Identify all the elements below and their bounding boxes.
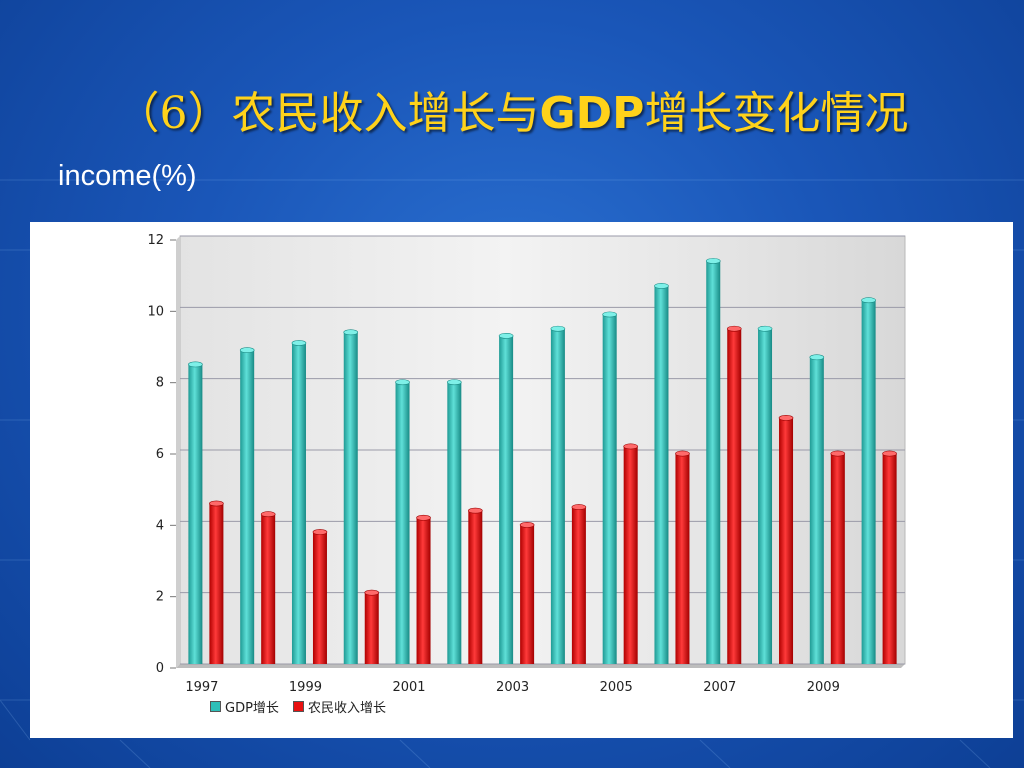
bar-income-2002 xyxy=(468,510,483,664)
bar-gdp-2001 xyxy=(395,382,410,664)
bar-top-gdp-1997 xyxy=(188,361,203,368)
bar-income-2001 xyxy=(416,517,431,664)
bar-top-gdp-2010 xyxy=(861,297,876,304)
y-tick-label: 4 xyxy=(156,518,164,533)
chart-panel: 0 2 4 6 8 10 12 1997 1999 2001 2003 2005 2007 2009 GD… xyxy=(30,222,1013,738)
legend-item-gdp: GDP增长 xyxy=(210,697,279,716)
bar-top-income-1999 xyxy=(312,529,328,535)
bar-top-gdp-2001 xyxy=(395,379,410,386)
bar-top-income-2005 xyxy=(623,443,638,450)
bar-top-gdp-2004 xyxy=(550,325,566,332)
bar-chart: 0 2 4 6 8 10 12 1997 1999 2001 2003 2005 2007 2009 xyxy=(147,233,906,695)
legend-swatch-income xyxy=(292,701,304,712)
legend-label-gdp: GDP增长 xyxy=(225,701,279,716)
bar-top-gdp-2000 xyxy=(343,329,359,336)
bar-top-income-2001 xyxy=(416,514,431,521)
bar-gdp-2003 xyxy=(499,335,514,664)
bar-top-income-2002 xyxy=(468,507,483,514)
bar-gdp-2000 xyxy=(343,332,358,664)
bar-income-2008 xyxy=(779,417,794,664)
bar-top-income-1998 xyxy=(260,511,276,518)
bar-income-1997 xyxy=(209,503,224,664)
x-tick-label-2005: 2005 xyxy=(600,680,633,695)
x-tick-label-1997: 1997 xyxy=(185,680,218,695)
y-tick-label: 10 xyxy=(147,304,164,319)
plot-side-wall xyxy=(176,236,180,668)
bar-income-2009 xyxy=(830,453,845,664)
bar-top-gdp-1998 xyxy=(239,347,255,354)
x-tick-label-2007: 2007 xyxy=(703,680,736,695)
bar-gdp-2004 xyxy=(550,328,565,664)
bar-gdp-1999 xyxy=(291,343,306,664)
bar-income-2000 xyxy=(364,592,379,664)
bar-top-gdp-2007 xyxy=(705,258,721,264)
x-tick-label-2009: 2009 xyxy=(807,680,840,695)
bar-top-income-2006 xyxy=(675,450,690,457)
bar-income-2007 xyxy=(727,328,742,664)
slide-title: （6）农民收入增长与GDP增长变化情况 xyxy=(0,86,1024,142)
bar-income-2006 xyxy=(675,453,690,664)
bar-top-income-1997 xyxy=(209,500,224,507)
bar-income-1998 xyxy=(261,514,276,664)
bar-income-2005 xyxy=(623,446,638,664)
bar-top-income-2009 xyxy=(830,450,846,457)
y-tick-label: 2 xyxy=(156,590,164,605)
bar-top-gdp-2008 xyxy=(757,325,773,332)
bar-top-income-2000 xyxy=(364,589,380,596)
slide-title-suffix: 增长变化情况 xyxy=(644,88,909,139)
bar-top-income-2007 xyxy=(726,325,742,332)
y-tick-label: 0 xyxy=(156,661,164,676)
bar-income-2010 xyxy=(882,453,897,664)
slide-title-prefix: （6）农民收入增长与 xyxy=(115,88,540,139)
bar-top-income-2004 xyxy=(571,504,587,510)
bar-gdp-2010 xyxy=(861,300,876,664)
bar-top-gdp-2006 xyxy=(654,283,669,289)
legend-label-income: 农民收入增长 xyxy=(307,701,386,716)
legend-item-income: 农民收入增长 xyxy=(292,697,386,716)
y-tick-label: 6 xyxy=(156,447,164,462)
bar-income-2003 xyxy=(520,524,535,664)
bar-gdp-2002 xyxy=(447,382,462,664)
bar-income-2004 xyxy=(571,507,586,664)
bar-top-gdp-2005 xyxy=(602,311,617,318)
bar-top-income-2003 xyxy=(519,521,535,528)
x-tick-label-1999: 1999 xyxy=(289,680,322,695)
y-tick-label: 8 xyxy=(156,376,164,391)
bar-gdp-2009 xyxy=(809,357,824,664)
y-tick-label: 12 xyxy=(147,233,164,248)
x-tick-label-2003: 2003 xyxy=(496,680,529,695)
chart-legend: GDP增长 农民收入增长 xyxy=(210,697,400,716)
bar-top-income-2010 xyxy=(882,450,897,457)
bar-top-gdp-2002 xyxy=(447,379,462,386)
slide-title-latin: GDP xyxy=(539,88,645,139)
bar-top-income-2008 xyxy=(778,414,794,421)
legend-swatch-gdp xyxy=(210,701,221,712)
bar-gdp-2007 xyxy=(706,260,721,664)
bar-gdp-2005 xyxy=(602,314,617,664)
plot-floor xyxy=(176,664,905,668)
x-tick-label-2001: 2001 xyxy=(392,680,425,695)
bar-gdp-2006 xyxy=(654,285,669,664)
bar-top-gdp-2009 xyxy=(809,354,825,361)
bar-gdp-2008 xyxy=(758,328,773,664)
bar-top-gdp-1999 xyxy=(291,340,307,346)
bar-top-gdp-2003 xyxy=(498,332,514,339)
chart-unit-label: income(%) xyxy=(58,160,197,192)
bar-gdp-1998 xyxy=(240,350,255,664)
bar-income-1999 xyxy=(312,532,327,664)
bar-gdp-1997 xyxy=(188,364,203,664)
